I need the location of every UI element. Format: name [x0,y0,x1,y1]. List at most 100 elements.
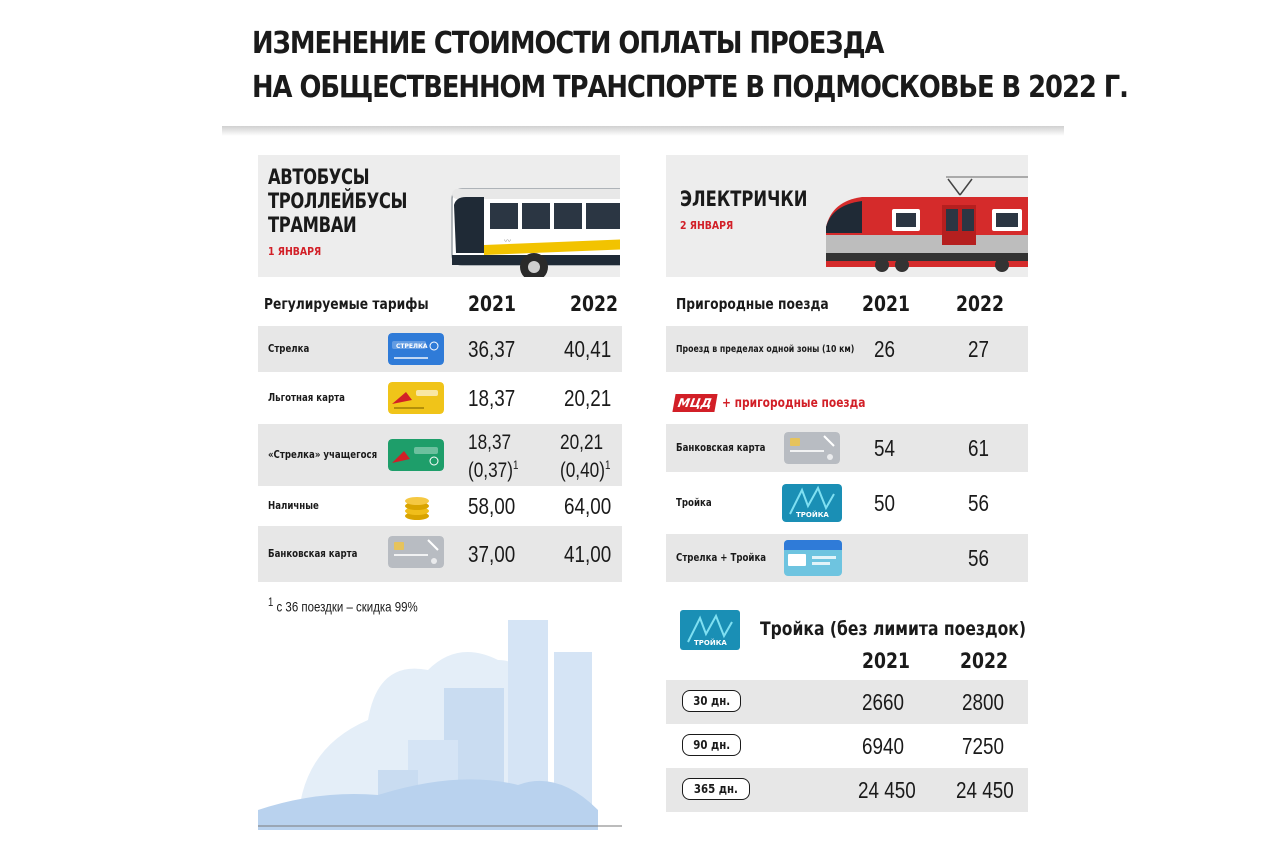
table-row: Банковская карта 54 61 [666,424,1028,472]
strelka-card-icon: СТРЕЛКА [388,333,444,365]
trains-year-2022: 2022 [956,292,1004,316]
trains-title: ЭЛЕКТРИЧКИ [680,187,808,211]
price-2021: 2660 [862,689,904,715]
price-2022-discount: (0,40) [560,459,605,482]
price-2021: 24 450 [858,777,916,803]
table-row: «Стрелка» учащегося 18,37 (0,37)1 20,21 … [258,424,622,486]
price-2022: 64,00 [564,493,612,519]
troika-year-2022: 2022 [960,649,1008,673]
troika-year-2021: 2021 [862,649,910,673]
row-label: «Стрелка» учащегося [268,449,378,461]
row-label: Льготная карта [268,392,345,404]
title-line-2: НА ОБЩЕСТВЕННОМ ТРАНСПОРТЕ В ПОДМОСКОВЬЕ… [252,70,1129,105]
row-label: Проезд в пределах одной зоны (10 км) [676,343,855,355]
price-2022: 27 [968,336,989,362]
table-row: 365 дн. 24 450 24 450 [666,768,1028,812]
price-2022: 56 [968,545,989,571]
price-2021: 18,37 [468,385,516,411]
price-2021-discount: (0,37) [468,459,513,482]
troika-unlimited-title: Тройка (без лимита поездок) [760,618,1026,640]
buses-date: 1 ЯНВАРЯ [268,245,322,258]
bank-card-icon [388,536,444,568]
mcd-text: + пригородные поезда [721,395,866,411]
page-title: ИЗМЕНЕНИЕ СТОИМОСТИ ОПЛАТЫ ПРОЕЗДА НА ОБ… [252,22,1129,110]
price-2022: 56 [968,490,989,516]
troika-table-header: 2021 2022 [666,644,1028,678]
row-label: Банковская карта [676,442,766,454]
buses-header: АВТОБУСЫ ТРОЛЛЕЙБУСЫ ТРАМВАИ 1 ЯНВАРЯ 〰 [258,155,620,277]
table-row: Банковская карта 37,00 41,00 [258,526,622,582]
mcd-section-label: МЦД + пригородные поезда [672,394,897,412]
table-row: Тройка ТРОЙКА 50 56 [666,472,1028,534]
buses-year-2021: 2021 [468,292,516,316]
row-label: Тройка [676,497,712,509]
trains-header: ЭЛЕКТРИЧКИ 2 ЯНВАРЯ [666,155,1028,277]
table-row: Наличные 58,00 64,00 [258,486,622,526]
table-row: 30 дн. 2660 2800 [666,680,1028,724]
price-2021: 58,00 [468,493,516,519]
trains-year-2021: 2021 [862,292,910,316]
buses-title-line: АВТОБУСЫ [268,165,370,189]
trains-table-header: Пригородные поезда 2021 2022 [676,284,1028,324]
regulated-tariffs-label: Регулируемые тарифы [264,295,429,313]
row-label: Стрелка + Тройка [676,552,767,564]
buses-title: АВТОБУСЫ ТРОЛЛЕЙБУСЫ ТРАМВАИ [268,165,407,237]
train-icon [826,176,1028,272]
price-2022: 20,21 [564,385,612,411]
footnote-mark: 1 [512,458,519,472]
price-2022: 7250 [962,733,1004,759]
price-2022: 2800 [962,689,1004,715]
row-label: Стрелка [268,343,310,355]
period-label: 365 дн. [693,782,738,796]
price-2021: 26 [874,336,895,362]
period-label: 30 дн. [693,694,731,708]
troika-card-icon: ТРОЙКА [680,610,740,650]
row-label: Банковская карта [268,548,358,560]
mcd-logo: МЦД [672,394,718,412]
footnote-text: с 36 поездки – скидка 99% [276,598,418,615]
price-2021: 18,37 (0,37)1 [468,432,518,482]
suburban-trains-label: Пригородные поезда [676,295,829,313]
troika-card-text: ТРОЙКА [694,638,727,647]
period-badge: 365 дн. [682,778,750,800]
svg-text:〰: 〰 [504,237,511,245]
footnote-mark: 1 [604,458,611,472]
coins-icon [405,497,429,520]
trains-date: 2 ЯНВАРЯ [680,219,734,232]
student-card-icon [388,439,444,471]
price-2021-main: 18,37 [468,431,512,454]
troika-card-icon: ТРОЙКА [782,484,842,522]
footnote-mark: 1 [268,596,274,609]
trams-title-line: ТРАМВАИ [268,213,357,237]
price-2021: 36,37 [468,336,516,362]
discount-card-icon [388,382,444,414]
divider [222,126,1064,136]
strelka-troika-card-icon [784,540,842,576]
table-row: Стрелка СТРЕЛКА 36,37 40,41 [258,326,622,372]
price-2022: 61 [968,435,989,461]
bank-card-icon [784,432,840,464]
title-line-1: ИЗМЕНЕНИЕ СТОИМОСТИ ОПЛАТЫ ПРОЕЗДА [252,26,885,61]
troika-card-text: ТРОЙКА [796,510,829,519]
row-label: Наличные [268,500,319,512]
buses-year-2022: 2022 [570,292,618,316]
price-2021: 54 [874,435,895,461]
period-badge: 30 дн. [682,690,742,712]
table-row: Проезд в пределах одной зоны (10 км) 26 … [666,326,1028,372]
table-row: Стрелка + Тройка 56 [666,534,1028,582]
table-row: 90 дн. 6940 7250 [666,724,1028,768]
trolleybuses-title-line: ТРОЛЛЕЙБУСЫ [268,189,408,213]
city-skyline-illustration [258,620,622,830]
price-2021: 6940 [862,733,904,759]
strelka-card-text: СТРЕЛКА [396,343,428,350]
price-2022: 24 450 [956,777,1014,803]
bus-icon: 〰 [451,188,620,277]
price-2022-main: 20,21 [560,431,604,454]
price-2021: 37,00 [468,541,516,567]
period-label: 90 дн. [693,738,731,752]
footnote: 1 с 36 поездки – скидка 99% [268,596,418,615]
price-2022: 20,21 (0,40)1 [560,432,610,482]
price-2022: 40,41 [564,336,612,362]
price-2022: 41,00 [564,541,612,567]
buses-table-header: Регулируемые тарифы 2021 2022 [264,284,622,324]
